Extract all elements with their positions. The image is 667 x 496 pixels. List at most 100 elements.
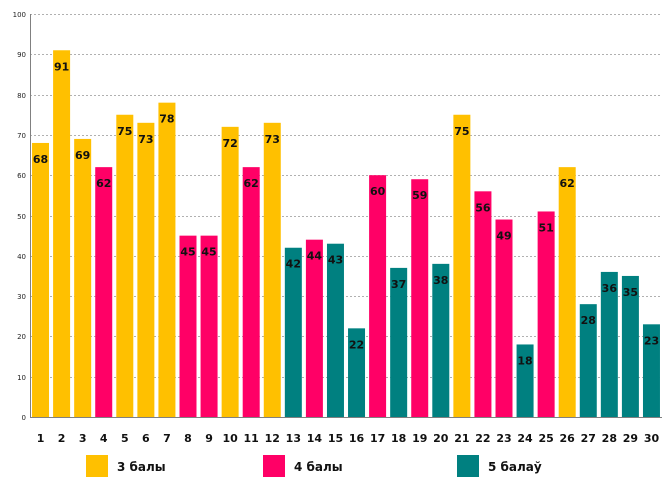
bar-12: [263, 122, 281, 417]
bar-value-label: 36: [602, 282, 618, 295]
legend-swatch-3: [86, 455, 108, 477]
bar-19: [411, 179, 429, 417]
bar-6: [137, 122, 155, 417]
x-tick-label: 25: [538, 432, 553, 445]
legend-label-4: 4 балы: [294, 460, 343, 474]
x-tick-label: 21: [454, 432, 469, 445]
bar-13: [284, 247, 302, 417]
y-tick-label: 20: [17, 333, 26, 341]
x-tick-label: 10: [222, 432, 238, 445]
x-tick-layer: 1 2 3 4 5 6 7 8 9 10 11 12 13 14 15 16 17 18 19 20 21 22 23 24 2…: [37, 432, 660, 445]
y-tick-label: 40: [17, 253, 26, 261]
x-tick-label: 1: [37, 432, 45, 445]
bar-2: [53, 50, 71, 418]
x-tick-label: 26: [560, 432, 576, 445]
legend-swatch-5: [457, 455, 479, 477]
x-tick-label: 17: [370, 432, 385, 445]
bar-17: [369, 175, 387, 417]
bar-15: [326, 243, 344, 417]
x-tick-label: 13: [286, 432, 301, 445]
bar-3: [74, 138, 92, 417]
bar-value-label: 69: [75, 149, 90, 162]
bar-9: [200, 235, 218, 417]
bar-14: [305, 239, 323, 417]
x-tick-label: 16: [349, 432, 365, 445]
bar-value-label: 68: [33, 153, 48, 166]
bar-value-label: 49: [496, 230, 511, 243]
bar-value-label: 45: [180, 246, 195, 259]
y-tick-label: 30: [17, 293, 26, 301]
bar-value-label: 60: [370, 185, 386, 198]
grid-layer: 0 10 20 30 40 50 60 70 80 90 100: [13, 11, 662, 422]
bar-10: [221, 126, 239, 417]
y-tick-label: 10: [17, 374, 26, 382]
bar-28: [600, 271, 618, 417]
x-tick-label: 6: [142, 432, 150, 445]
x-tick-label: 2: [58, 432, 66, 445]
bar-25: [537, 211, 555, 417]
bar-26: [558, 167, 576, 417]
legend-label-3: 3 балы: [117, 460, 166, 474]
bar-layer: 68 91 69 62 75 73 78 45 45 72 62 73 42 44 43 22 60 37 59 38…: [32, 50, 660, 418]
bar-7: [158, 102, 176, 417]
x-tick-label: 12: [265, 432, 280, 445]
y-tick-label: 0: [22, 414, 26, 422]
bar-23: [495, 219, 513, 417]
bar-value-label: 62: [244, 177, 259, 190]
legend: 3 балы 4 балы 5 балаў: [86, 455, 542, 477]
bar-20: [432, 263, 450, 417]
bar-value-label: 37: [391, 278, 406, 291]
x-tick-label: 20: [433, 432, 449, 445]
x-tick-label: 28: [602, 432, 617, 445]
x-tick-label: 3: [79, 432, 87, 445]
bar-value-label: 91: [54, 60, 69, 73]
bar-value-label: 59: [412, 189, 427, 202]
bar-value-label: 56: [475, 201, 491, 214]
x-tick-label: 19: [412, 432, 427, 445]
bar-29: [621, 275, 639, 417]
x-tick-label: 27: [581, 432, 596, 445]
x-tick-label: 29: [623, 432, 638, 445]
y-tick-label: 90: [17, 51, 26, 59]
x-tick-label: 8: [184, 432, 192, 445]
bar-value-label: 72: [222, 137, 237, 150]
bar-value-label: 62: [96, 177, 111, 190]
x-tick-label: 4: [100, 432, 108, 445]
bar-value-label: 44: [307, 250, 323, 263]
y-tick-label: 80: [17, 92, 26, 100]
x-tick-label: 7: [163, 432, 171, 445]
bar-value-label: 35: [623, 286, 638, 299]
bar-value-label: 22: [349, 338, 364, 351]
bar-value-label: 73: [138, 133, 153, 146]
bar-value-label: 18: [517, 354, 532, 367]
x-tick-label: 30: [644, 432, 660, 445]
bar-value-label: 43: [328, 254, 343, 267]
x-tick-label: 9: [205, 432, 213, 445]
bar-30: [642, 324, 660, 417]
bar-24: [516, 344, 534, 417]
x-tick-label: 22: [475, 432, 490, 445]
bar-value-label: 73: [265, 133, 280, 146]
bar-27: [579, 304, 597, 417]
bar-8: [179, 235, 197, 417]
bar-value-label: 38: [433, 274, 448, 287]
legend-label-5: 5 балаў: [488, 460, 542, 474]
y-tick-label: 50: [17, 213, 26, 221]
bar-22: [474, 191, 492, 417]
bar-value-label: 45: [201, 246, 216, 259]
bar-value-label: 78: [159, 113, 174, 126]
x-tick-label: 11: [244, 432, 259, 445]
x-tick-label: 23: [496, 432, 511, 445]
bar-value-label: 42: [286, 258, 301, 271]
y-tick-label: 60: [17, 172, 26, 180]
x-tick-label: 15: [328, 432, 343, 445]
y-tick-label: 100: [13, 11, 26, 19]
bar-value-label: 75: [117, 125, 132, 138]
x-tick-label: 18: [391, 432, 406, 445]
bar-value-label: 62: [560, 177, 575, 190]
bar-5: [116, 114, 134, 417]
bar-4: [95, 167, 113, 417]
bar-18: [390, 267, 408, 417]
bar-value-label: 28: [581, 314, 596, 327]
